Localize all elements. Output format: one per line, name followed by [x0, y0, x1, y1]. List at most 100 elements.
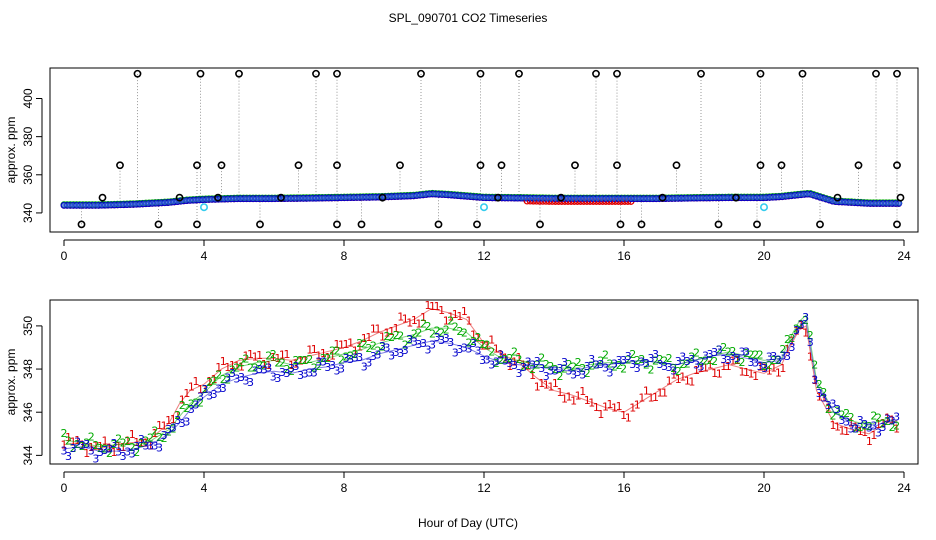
series-2-point: 2 — [388, 331, 395, 344]
series-3-point: 3 — [661, 360, 668, 373]
series-3-point: 3 — [83, 438, 90, 451]
baseline-fill-point — [830, 198, 835, 204]
x-tick-label: 16 — [617, 249, 631, 263]
series-1-point: 1 — [406, 316, 413, 329]
series-1-point: 1 — [152, 427, 159, 440]
series-2-point: 2 — [584, 367, 591, 380]
series-3-point: 3 — [707, 348, 714, 361]
series-3-point: 3 — [825, 399, 832, 412]
series-1-point: 1 — [247, 348, 254, 361]
series-2-point: 2 — [302, 354, 309, 367]
series-3-point: 3 — [479, 354, 486, 367]
baseline-fill-point — [170, 199, 176, 205]
baseline-fill-point — [418, 192, 424, 198]
baseline-fill-point — [397, 193, 403, 199]
series-2-point: 2 — [365, 342, 372, 355]
series-1-point: 1 — [197, 383, 204, 396]
baseline-fill-point — [565, 196, 571, 202]
baseline-fill-point — [112, 202, 117, 208]
baseline-fill-point — [649, 196, 655, 202]
series-3-point: 3 — [65, 450, 72, 463]
baseline-fill-point — [406, 193, 411, 199]
series-2-point: 2 — [770, 354, 777, 367]
series-3-point: 3 — [465, 342, 472, 355]
series-3-point: 3 — [775, 354, 782, 367]
series-3-point: 3 — [147, 439, 154, 452]
minor-excursion-marker — [98, 193, 107, 202]
mid-excursion-marker — [116, 161, 124, 170]
baseline-fill-point — [859, 200, 865, 206]
series-2-line — [63, 314, 898, 448]
series-2-point: 2 — [816, 378, 823, 391]
series-1-point: 1 — [311, 343, 318, 356]
series-1-point: 1 — [61, 439, 68, 452]
series-2-point: 2 — [111, 438, 118, 451]
series-1-point: 1 — [447, 311, 454, 324]
series-3-point: 3 — [620, 354, 627, 367]
series-2-point: 2 — [502, 353, 509, 366]
baseline-fill-point — [876, 200, 882, 206]
top-panel: approx. ppm 0 4 8 12 16 20 24 340 360 380 400 — [4, 67, 919, 263]
series-3-point: 3 — [443, 332, 450, 345]
series-2-point: 2 — [702, 355, 709, 368]
series-2-point: 2 — [575, 356, 582, 369]
series-2-point: 2 — [566, 358, 573, 371]
series-3-point: 3 — [848, 422, 855, 435]
series-2-point: 2 — [288, 365, 295, 378]
series-3-point: 3 — [652, 348, 659, 361]
series-2-point: 2 — [729, 345, 736, 358]
series-2-point: 2 — [293, 354, 300, 367]
series-1-point: 1 — [570, 395, 577, 408]
baseline-fill-point — [775, 194, 781, 200]
baseline-fill-point — [431, 191, 436, 197]
series-3-point: 3 — [761, 362, 768, 375]
series-3-point: 3 — [611, 357, 618, 370]
series-3-point: 3 — [211, 388, 218, 401]
series-1-point: 1 — [215, 361, 222, 374]
series-2-point: 2 — [356, 337, 363, 350]
series-3-point: 3 — [406, 333, 413, 346]
baseline-fill-point — [763, 195, 768, 200]
series-1-point: 1 — [529, 369, 536, 382]
series-1-point: 1 — [393, 322, 400, 335]
low-excursion-marker — [473, 220, 481, 229]
baseline-fill-point — [359, 194, 365, 200]
series-2-point: 2 — [456, 325, 463, 338]
series-2-point: 2 — [402, 338, 409, 351]
series-1-point: 1 — [516, 351, 523, 364]
series-1-point: 1 — [142, 436, 149, 449]
baseline-fill-point — [620, 196, 625, 202]
series-3-point: 3 — [720, 353, 727, 366]
baseline-fill-point — [884, 200, 890, 206]
series-2-point: 2 — [757, 348, 764, 361]
baseline-fill-point — [611, 196, 617, 202]
series-2-point: 2 — [247, 362, 254, 375]
baseline-fill-point — [309, 195, 315, 201]
series-1-point: 1 — [707, 358, 714, 371]
series-3-point: 3 — [361, 360, 368, 373]
baseline-fill-point — [137, 201, 143, 207]
baseline-fill-point — [250, 196, 256, 202]
high-excursion-marker — [592, 69, 600, 78]
series-1-point: 1 — [779, 362, 786, 375]
series-3-point: 3 — [866, 421, 873, 434]
minor-excursion-marker — [658, 193, 667, 202]
series-3-point: 3 — [79, 439, 86, 452]
series-3-point: 3 — [520, 361, 527, 374]
baseline-fill-point — [872, 200, 877, 206]
baseline-fill-point — [502, 195, 508, 201]
series-2-point: 2 — [652, 355, 659, 368]
series-2-point: 2 — [602, 348, 609, 361]
series-2-point: 2 — [88, 430, 95, 443]
series-3-point: 3 — [283, 367, 290, 380]
series-2-point: 2 — [142, 434, 149, 447]
series-1-point: 1 — [434, 300, 441, 313]
series-2-point: 2 — [393, 329, 400, 342]
series-3-point: 3 — [893, 411, 900, 424]
series-2-point: 2 — [497, 354, 504, 367]
series-3-point: 3 — [493, 355, 500, 368]
series-1-point: 1 — [811, 374, 818, 387]
series-3-point: 3 — [534, 355, 541, 368]
series-1-point: 1 — [770, 362, 777, 375]
baseline-fill-point — [183, 198, 189, 204]
